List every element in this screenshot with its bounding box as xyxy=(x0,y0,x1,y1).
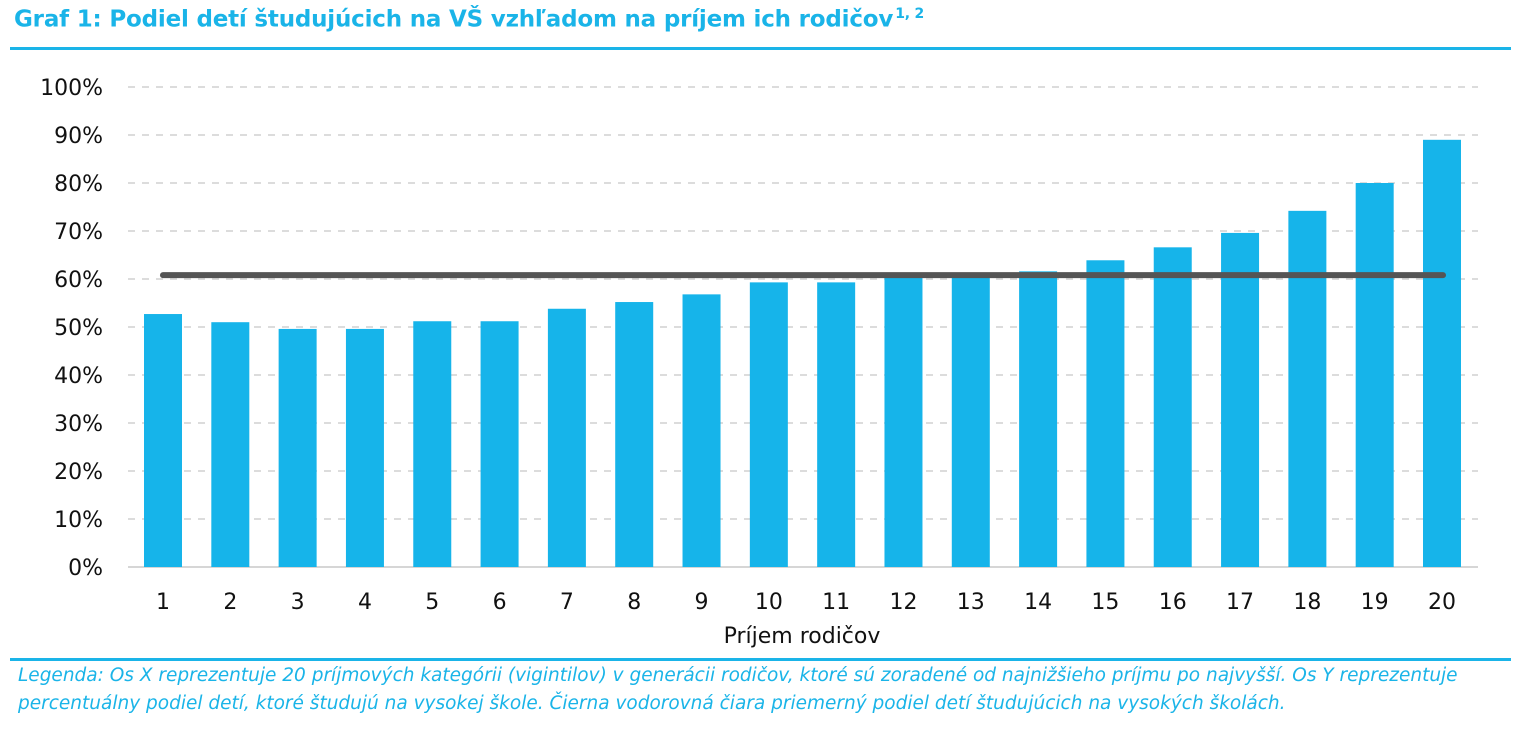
bar xyxy=(547,308,586,567)
x-axis-ticks: 1 2 3 4 5 6 7 8 9 10 11 12 13 14 15 16 17 18 19 20 xyxy=(156,590,1456,615)
y-tick-label: 80% xyxy=(54,172,103,197)
bar xyxy=(1086,260,1125,567)
bar xyxy=(1355,183,1394,567)
chart-title: Graf 1: Podiel detí študujúcich na VŠ vz… xyxy=(14,6,924,33)
legend-text: Legenda: Os X reprezentuje 20 príjmových… xyxy=(18,665,1458,714)
bar xyxy=(951,274,990,567)
x-tick-label: 18 xyxy=(1293,590,1321,615)
bar xyxy=(884,274,923,567)
x-tick-label: 9 xyxy=(695,590,709,615)
gridlines xyxy=(128,86,1478,568)
y-tick-label: 20% xyxy=(54,460,103,485)
x-tick-label: 2 xyxy=(223,590,237,615)
bar xyxy=(480,321,519,567)
x-tick-label: 19 xyxy=(1361,590,1389,615)
x-tick-label: 20 xyxy=(1428,590,1456,615)
y-tick-label: 10% xyxy=(54,508,103,533)
bar xyxy=(413,321,452,567)
x-tick-label: 3 xyxy=(291,590,305,615)
bar xyxy=(1153,247,1192,567)
x-axis-label: Príjem rodičov xyxy=(724,624,881,649)
x-tick-label: 11 xyxy=(822,590,850,615)
bar xyxy=(682,294,721,567)
bar xyxy=(1019,271,1058,567)
bar xyxy=(1221,232,1260,568)
y-tick-label: 90% xyxy=(54,124,103,149)
y-tick-label: 70% xyxy=(54,220,103,245)
y-tick-label: 100% xyxy=(40,76,103,101)
x-tick-label: 8 xyxy=(627,590,641,615)
bar xyxy=(615,302,654,567)
bars xyxy=(144,139,1461,568)
y-tick-label: 0% xyxy=(68,556,103,581)
bar xyxy=(817,282,856,567)
bar xyxy=(749,282,788,567)
x-tick-label: 4 xyxy=(358,590,372,615)
y-tick-label: 30% xyxy=(54,412,103,437)
bar xyxy=(278,328,317,567)
x-tick-label: 17 xyxy=(1226,590,1254,615)
x-tick-label: 5 xyxy=(425,590,439,615)
bar xyxy=(1288,210,1327,567)
x-tick-label: 15 xyxy=(1091,590,1119,615)
y-tick-label: 50% xyxy=(54,316,103,341)
x-tick-label: 1 xyxy=(156,590,170,615)
x-tick-label: 12 xyxy=(889,590,917,615)
y-tick-label: 40% xyxy=(54,364,103,389)
x-tick-label: 14 xyxy=(1024,590,1052,615)
y-tick-label: 60% xyxy=(54,268,103,293)
chart-title-text: Graf 1: Podiel detí študujúcich na VŠ vz… xyxy=(14,6,894,33)
top-divider xyxy=(10,47,1511,50)
x-tick-label: 16 xyxy=(1159,590,1187,615)
x-tick-label: 13 xyxy=(957,590,985,615)
x-tick-label: 7 xyxy=(560,590,574,615)
title-footnote-marks: 1, 2 xyxy=(895,6,925,22)
bottom-divider xyxy=(10,658,1511,661)
x-tick-label: 6 xyxy=(493,590,507,615)
bar xyxy=(345,328,384,567)
bar xyxy=(144,314,182,567)
y-axis-ticks: 0% 10% 20% 30% 40% 50% 60% 70% 80% 90% 100% xyxy=(40,76,103,581)
bar xyxy=(211,322,250,567)
bar xyxy=(1423,139,1461,568)
x-tick-label: 10 xyxy=(755,590,783,615)
